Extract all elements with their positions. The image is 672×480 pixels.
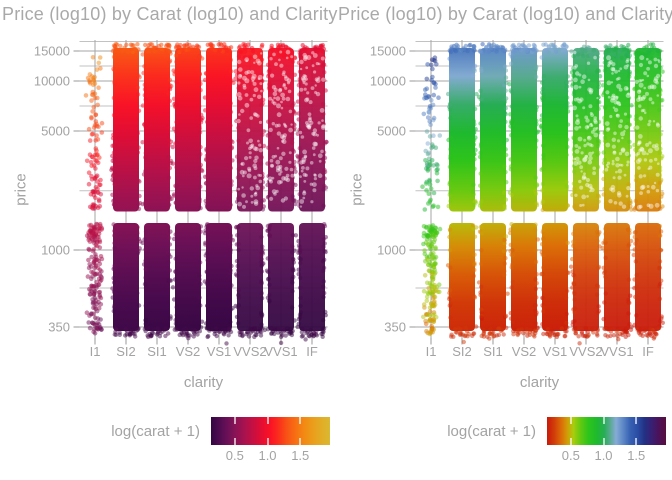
y-tick-label: 5000 (377, 124, 406, 139)
x-tick-label: VVS2 (233, 344, 266, 359)
x-tick-label: VVS1 (600, 344, 633, 359)
points-column-vvs1 (264, 42, 299, 346)
points-column-vvs2 (233, 42, 267, 340)
left-legend-colorbar (211, 417, 330, 445)
x-tick-label: I1 (426, 344, 437, 359)
y-tick-label: 1000 (41, 243, 70, 258)
x-tick-label: VS2 (176, 344, 201, 359)
legend-tick-mark (635, 438, 638, 445)
right-plot-title: Price (log10) by Carat (log10) and Clari… (338, 4, 672, 24)
points-column-vs2 (507, 42, 541, 339)
x-tick-label: VVS1 (264, 344, 297, 359)
legend-tick-mark (233, 438, 236, 445)
legend-tick-mark (266, 417, 269, 424)
points-column-vs2 (170, 42, 205, 341)
legend-tick-mark (569, 438, 572, 445)
left-plot-panel: 15000 10000 5000 1000 350 I1 SI2 SI1 VS2 VS1 VVS2V… (34, 40, 329, 359)
y-tick-label: 1000 (377, 243, 406, 258)
y-tick-labels: 15000 10000 5000 1000 350 (370, 44, 406, 335)
legend-tick-label: 0.5 (225, 448, 244, 463)
points-column-i1 (420, 55, 443, 337)
x-tick-label: SI2 (452, 344, 472, 359)
points-column-if (631, 42, 665, 341)
points-column-vvs1 (600, 42, 634, 342)
right-x-axis-title: clarity (519, 374, 560, 391)
x-tick-label: IF (642, 344, 654, 359)
legend-tick-label: 1.0 (594, 448, 613, 463)
legend-tick-mark (569, 417, 572, 424)
left-plot-title: Price (log10) by Carat (log10) and Clari… (2, 4, 338, 24)
legend-tick-label: 1.0 (258, 448, 277, 463)
points-column-vs1 (538, 42, 571, 340)
y-tick-label: 15000 (370, 44, 406, 59)
left-y-axis-title: price (12, 173, 30, 206)
right-y-axis-title: price (348, 173, 366, 206)
x-tick-label: VS1 (543, 344, 568, 359)
left-plot: 15000 10000 5000 1000 350 I1 SI2 SI1 VS2 VS1 VVS2 V… (2, 4, 338, 463)
x-tick-label: SI2 (116, 344, 136, 359)
x-tick-label: VS2 (512, 344, 537, 359)
legend-tick-mark (233, 417, 236, 424)
points-column-vvs2 (568, 44, 603, 346)
legend-tick-mark (266, 438, 269, 445)
points-column-i1 (83, 55, 105, 336)
points-column-si2 (109, 41, 143, 339)
right-legend-colorbar (547, 417, 666, 445)
x-tick-label: VS1 (207, 344, 232, 359)
y-tick-label: 350 (384, 320, 406, 335)
legend-tick-label: 1.5 (291, 448, 310, 463)
legend-tick-label: 1.5 (627, 448, 646, 463)
points-column-si2 (445, 42, 479, 345)
points-column-if (295, 42, 329, 342)
legend-tick-label: 0.5 (561, 448, 580, 463)
y-tick-labels: 15000 10000 5000 1000 350 (34, 44, 70, 335)
points-column-si1 (140, 42, 174, 340)
x-tick-label: SI1 (147, 344, 167, 359)
y-tick-label: 10000 (34, 74, 70, 89)
points-column-vs1 (202, 41, 236, 346)
y-tick-label: 350 (48, 320, 70, 335)
left-legend-label: log(carat + 1) (111, 423, 200, 440)
x-tick-label: VVS2 (569, 344, 602, 359)
x-tick-label: IF (306, 344, 318, 359)
y-tick-label: 10000 (370, 74, 406, 89)
legend-tick-mark (602, 417, 605, 424)
legend-tick-mark (299, 417, 302, 424)
right-plot: 15000 10000 5000 1000 350 I1 SI2 SI1 VS2 VS1 VVS2 V… (336, 0, 672, 480)
y-tick-label: 5000 (41, 124, 70, 139)
legend-tick-mark (635, 417, 638, 424)
right-legend-label: log(carat + 1) (447, 423, 536, 440)
x-tick-label: I1 (90, 344, 101, 359)
legend-tick-mark (602, 438, 605, 445)
y-tick-label: 15000 (34, 44, 70, 59)
legend-tick-mark (299, 438, 302, 445)
axis-ticks (409, 50, 649, 345)
right-plot-panel: 15000 10000 5000 1000 350 I1 SI2 SI1 VS2 VS1 VVS2V… (370, 40, 665, 359)
x-tick-label: SI1 (483, 344, 503, 359)
points-column-si1 (476, 42, 510, 341)
left-x-axis-title: clarity (183, 374, 224, 391)
